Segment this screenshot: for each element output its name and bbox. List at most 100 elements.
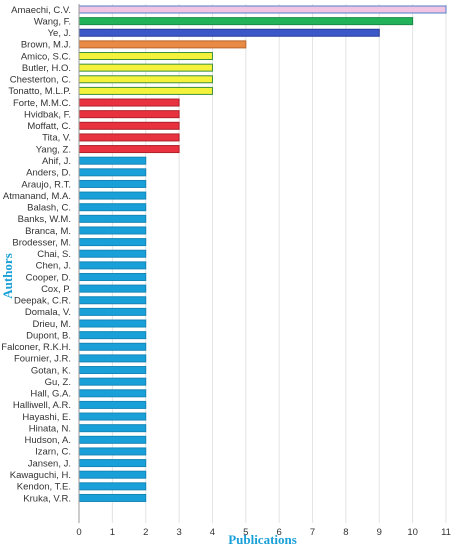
category-label: Ye, J. <box>48 28 71 39</box>
bar <box>78 249 147 258</box>
bar <box>78 156 147 165</box>
category-label: Hall, G.A. <box>30 389 71 400</box>
x-tick-label: 6 <box>277 527 282 538</box>
category-label: Araujo, R.T. <box>21 179 71 190</box>
category-label: Hinata, N. <box>29 423 71 434</box>
bar <box>78 28 380 37</box>
category-label: Branca, M. <box>25 226 71 237</box>
category-label: Dupont, B. <box>26 330 71 341</box>
category-label: Domala, V. <box>25 307 71 318</box>
category-label: Tita, V. <box>42 133 71 144</box>
category-label: Moffatt, C. <box>27 121 71 132</box>
bar <box>78 40 247 49</box>
category-label: Butler, H.O. <box>22 63 71 74</box>
bar <box>78 366 147 375</box>
bar <box>78 307 147 316</box>
x-tick-label: 5 <box>243 527 248 538</box>
x-tick-label: 8 <box>343 527 348 538</box>
category-label: Deepak, C.R. <box>14 296 71 307</box>
x-tick-label: 0 <box>76 527 81 538</box>
category-label: Chen, J. <box>36 261 71 272</box>
x-tick-label: 7 <box>310 527 315 538</box>
category-label: Hayashi, E. <box>22 412 71 423</box>
category-label: Kawaguchi, H. <box>10 470 71 481</box>
bar <box>78 424 147 433</box>
x-tick-labels: 0 1 2 3 4 5 6 7 8 9 10 11 <box>76 527 451 538</box>
category-label: Chai, S. <box>37 249 71 260</box>
category-label: Ahif, J. <box>42 156 71 167</box>
bar <box>78 145 180 154</box>
bar <box>78 75 213 84</box>
x-tick-label: 9 <box>377 527 382 538</box>
x-tick-label: 1 <box>110 527 115 538</box>
bar <box>78 52 213 61</box>
bar <box>78 63 213 72</box>
category-label: Banks, W.M. <box>18 214 71 225</box>
bar <box>78 319 147 328</box>
bar <box>78 133 180 142</box>
bar <box>78 470 147 479</box>
category-label: Jansen, J. <box>28 458 71 469</box>
bar <box>78 331 147 340</box>
category-label: Falconer, R.K.H. <box>1 342 71 353</box>
category-label: Wang, F. <box>34 16 71 27</box>
x-tick-label: 3 <box>176 527 181 538</box>
bar <box>78 459 147 468</box>
category-label: Cox, P. <box>41 284 71 295</box>
category-label: Fournier, J.R. <box>14 354 71 365</box>
bars <box>78 5 447 502</box>
category-labels: Amaechi, C.V.Wang, F.Ye, J.Brown, M.J.Am… <box>1 5 71 504</box>
bar <box>78 238 147 247</box>
category-label: Anders, D. <box>26 168 71 179</box>
x-tick-label: 2 <box>143 527 148 538</box>
bar <box>78 121 180 130</box>
bar <box>78 226 147 235</box>
bar <box>78 412 147 421</box>
category-label: Halliwell, A.R. <box>13 400 71 411</box>
category-label: Balash, C. <box>27 203 71 214</box>
bar <box>78 377 147 386</box>
category-label: Cooper, D. <box>26 272 71 283</box>
x-tick-label: 11 <box>441 527 451 538</box>
bar <box>78 179 147 188</box>
category-label: Kendon, T.E. <box>17 482 71 493</box>
bar <box>78 110 180 119</box>
category-label: Brodesser, M. <box>12 237 71 248</box>
category-label: Tonatto, M.L.P. <box>8 86 71 97</box>
bar <box>78 354 147 363</box>
bar <box>78 389 147 398</box>
bar <box>78 296 147 305</box>
category-label: Kruka, V.R. <box>23 493 71 504</box>
category-label: Drieu, M. <box>32 319 71 330</box>
bar <box>78 284 147 293</box>
bar <box>78 5 447 14</box>
category-label: Gu, Z. <box>45 377 71 388</box>
category-label: Amico, S.C. <box>21 51 71 62</box>
bar <box>78 191 147 200</box>
y-axis-title: Authors <box>0 253 15 299</box>
bar <box>78 493 147 502</box>
category-label: Izarn, C. <box>35 447 71 458</box>
bar <box>78 261 147 270</box>
bar <box>78 17 414 26</box>
bar <box>78 272 147 281</box>
category-label: Yang, Z. <box>36 144 71 155</box>
category-label: Brown, M.J. <box>21 40 71 51</box>
category-label: Hvidbak, F. <box>24 109 71 120</box>
category-label: Amaechi, C.V. <box>11 5 71 16</box>
bar <box>78 447 147 456</box>
bar <box>78 168 147 177</box>
category-label: Atmanand, M.A. <box>3 191 71 202</box>
bar <box>78 482 147 491</box>
category-label: Hudson, A. <box>25 435 71 446</box>
category-label: Forte, M.M.C. <box>13 98 71 109</box>
x-axis-title: Publications <box>228 532 297 547</box>
category-label: Chesterton, C. <box>10 75 71 86</box>
category-label: Gotan, K. <box>31 365 71 376</box>
x-tick-label: 4 <box>210 527 215 538</box>
bar <box>78 400 147 409</box>
bar <box>78 98 180 107</box>
bar <box>78 203 147 212</box>
bar <box>78 214 147 223</box>
